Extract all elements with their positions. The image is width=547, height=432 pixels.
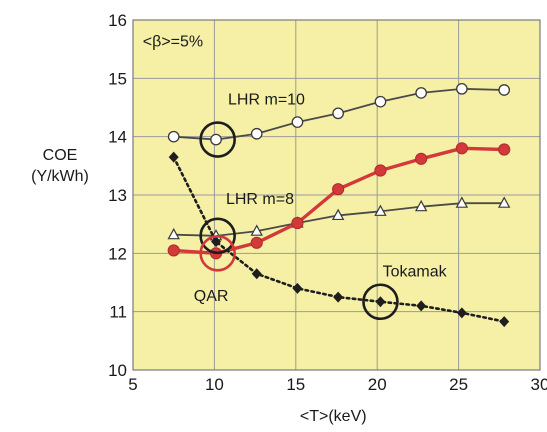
data-point (375, 296, 386, 308)
data-point (456, 307, 467, 319)
data-point (374, 95, 387, 108)
highlight-circle (199, 235, 236, 272)
series-tokamak (168, 151, 510, 328)
x-tick-label: 20 (368, 375, 387, 394)
data-point (332, 107, 344, 120)
data-point (251, 268, 262, 280)
x-tick-label: 10 (205, 375, 224, 394)
series-layer (167, 82, 511, 328)
data-point (167, 244, 180, 257)
data-point (250, 236, 263, 249)
data-point (292, 282, 303, 294)
y-tick-label: 13 (108, 186, 127, 205)
y-tick-label: 10 (108, 361, 127, 380)
data-point (291, 116, 304, 128)
x-tick-label: 5 (128, 375, 137, 394)
data-point (250, 127, 263, 140)
data-point (498, 143, 511, 156)
y-tick-label: 14 (108, 128, 127, 147)
highlight-circle (199, 217, 236, 255)
y-axis-title-line1: COE (43, 147, 78, 164)
x-tick-label: 15 (286, 375, 305, 394)
data-point (332, 183, 345, 196)
data-point (498, 84, 511, 96)
series-labels: LHR m=10 LHR m=8 QAR Tokamak (194, 92, 448, 306)
y-tick-label: 12 (108, 244, 127, 263)
data-point (499, 316, 510, 328)
data-point (374, 164, 387, 177)
data-point (416, 300, 427, 312)
y-axis-title-line2: (Y/kWh) (31, 168, 89, 185)
data-point (497, 196, 511, 208)
series-label: Tokamak (383, 264, 448, 281)
data-point (374, 204, 387, 216)
data-point (291, 216, 304, 230)
x-axis-title: <T>(keV) (300, 408, 367, 425)
x-tick-label: 25 (449, 375, 468, 394)
data-point (415, 87, 428, 99)
data-point (167, 227, 180, 240)
data-point (415, 152, 428, 165)
x-tick-label: 30 (531, 375, 547, 394)
data-point (456, 82, 468, 95)
y-tick-label: 11 (109, 303, 127, 322)
y-tick-label: 15 (108, 69, 127, 88)
y-tick-label: 16 (108, 11, 127, 30)
data-point (211, 236, 222, 248)
data-point (210, 133, 222, 146)
series-label: QAR (194, 288, 229, 305)
data-point (455, 142, 468, 155)
series-label: LHR m=10 (228, 92, 305, 109)
highlight-circle (199, 121, 236, 158)
series-lhr-m-10 (167, 82, 511, 146)
highlight-circles (199, 121, 399, 321)
data-point (250, 224, 263, 236)
data-point (455, 196, 469, 208)
data-point (168, 151, 179, 163)
data-point (414, 199, 428, 212)
data-point (333, 291, 344, 303)
series-qar (167, 142, 511, 260)
data-point (331, 208, 345, 221)
data-point (167, 130, 180, 143)
beta-annotation: <β>=5% (143, 33, 203, 50)
series-label: LHR m=8 (226, 191, 294, 208)
plot-frame (132, 19, 541, 371)
highlight-circle (362, 283, 399, 321)
